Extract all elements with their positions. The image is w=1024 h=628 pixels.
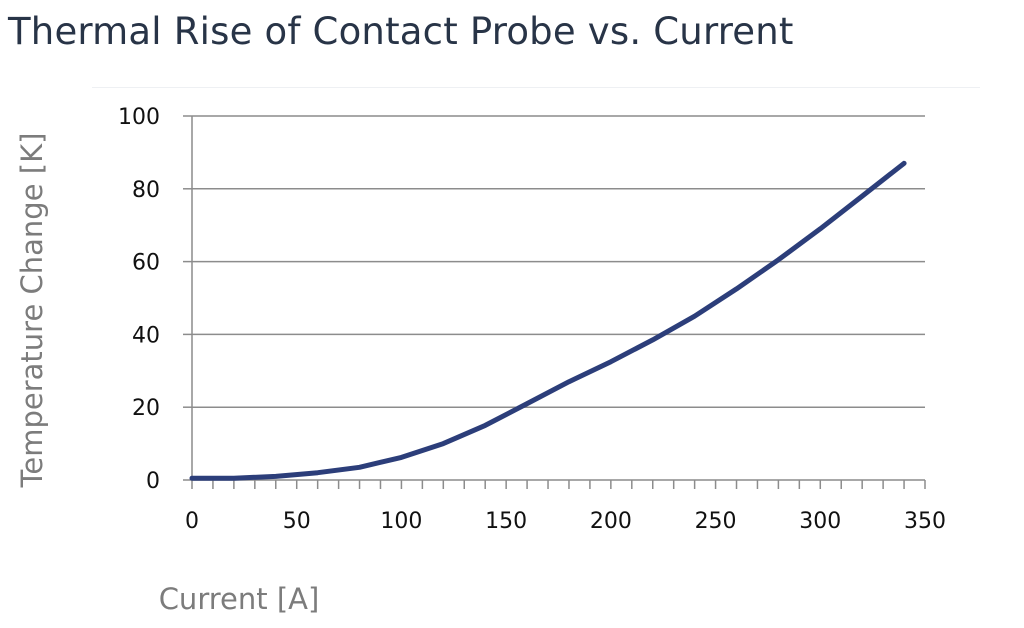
- x-tick-label: 0: [185, 509, 199, 534]
- series-layer: [189, 160, 907, 481]
- x-tick-label: 50: [283, 509, 311, 534]
- title-divider: [92, 87, 980, 88]
- y-tick-label: 40: [132, 323, 160, 348]
- y-tick-label: 20: [132, 396, 160, 421]
- y-tick-label: 0: [146, 469, 160, 494]
- y-tick-label: 80: [132, 178, 160, 203]
- axes: [191, 116, 925, 481]
- x-tick-label: 200: [590, 509, 632, 534]
- y-tick-label: 100: [118, 105, 160, 130]
- axis-ticks: 0 20 40 60 80 100 0 50 100 150 200 250 300 350: [118, 105, 946, 534]
- x-tick-label: 100: [380, 509, 422, 534]
- y-tick-label: 60: [132, 251, 160, 276]
- series-line-0: [189, 160, 907, 481]
- y-axis-label: Temperature Change [K]: [15, 133, 49, 489]
- x-tick-label: 300: [799, 509, 841, 534]
- x-tick-label: 350: [904, 509, 946, 534]
- x-axis-label: Current [A]: [159, 582, 320, 616]
- gridlines: [192, 115, 925, 408]
- x-tick-label: 150: [485, 509, 527, 534]
- x-tick-label: 250: [695, 509, 737, 534]
- chart-title: Thermal Rise of Contact Probe vs. Curren…: [8, 10, 794, 53]
